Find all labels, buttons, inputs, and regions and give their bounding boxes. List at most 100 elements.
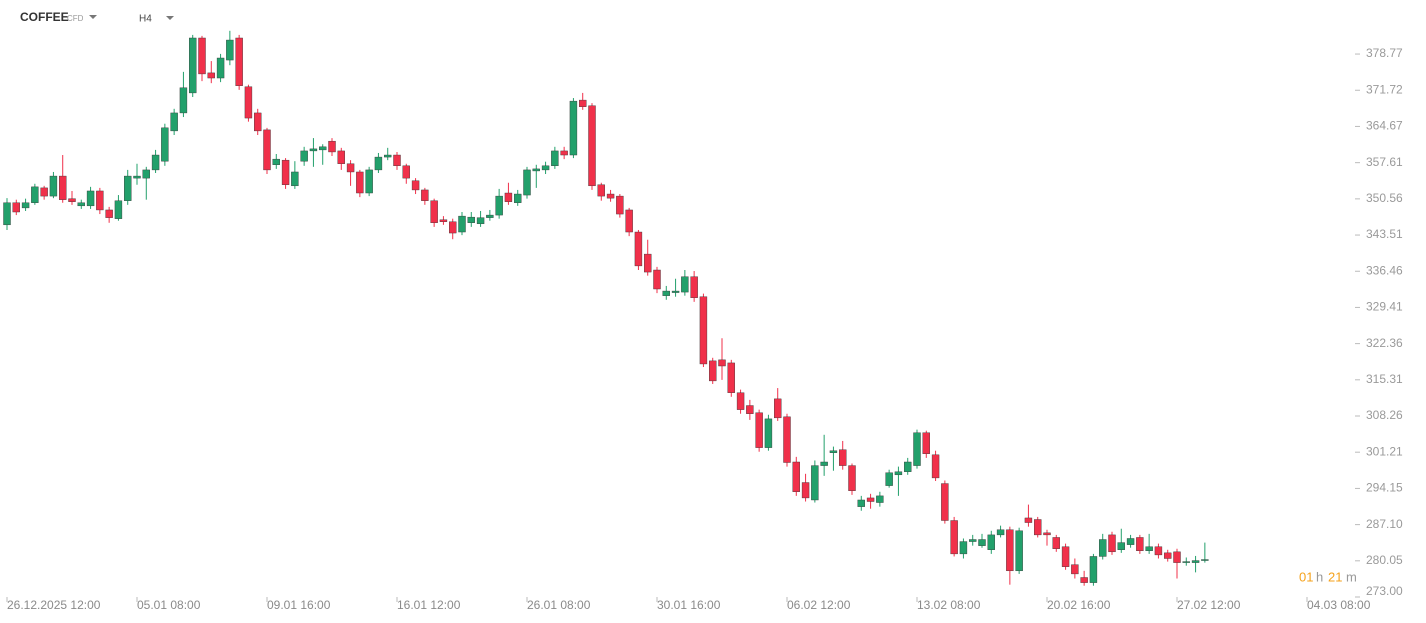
candle-body — [829, 450, 838, 453]
candle-body — [551, 150, 559, 167]
candle-body — [941, 483, 949, 521]
x-tick-label: 26.01 08:00 — [527, 598, 591, 612]
candle-body — [49, 175, 58, 197]
candle-body — [96, 190, 104, 211]
candle-body — [207, 72, 215, 79]
candle-body — [699, 296, 708, 365]
candle-body — [1061, 546, 1070, 567]
candle-body — [755, 412, 763, 448]
candle-body — [588, 105, 596, 187]
candle-body — [523, 169, 531, 196]
candle-body — [597, 184, 605, 197]
candle-body — [820, 461, 828, 466]
x-tick-label: 05.01 08:00 — [137, 598, 201, 612]
candle-body — [40, 187, 48, 197]
candle-body — [216, 57, 225, 79]
y-tick-label: 371.72 — [1366, 82, 1403, 96]
candle-body — [384, 154, 392, 158]
candle-body — [254, 112, 262, 132]
countdown-minutes-unit: m — [1346, 569, 1357, 584]
symbol-type: CFD — [67, 14, 84, 23]
candle-body — [514, 193, 522, 203]
candle-body — [291, 171, 299, 187]
candle-body — [894, 471, 903, 476]
candle-body — [736, 392, 745, 410]
candle-body — [411, 180, 420, 191]
candle-body — [1015, 530, 1023, 572]
y-tick-label: 315.31 — [1366, 372, 1403, 386]
candle-body — [337, 150, 345, 164]
y-tick-label: 294.15 — [1366, 481, 1403, 495]
candle-body — [560, 150, 568, 156]
countdown-hours-unit: h — [1316, 569, 1323, 584]
x-tick-label: 30.01 16:00 — [657, 598, 721, 612]
candle-body — [848, 465, 856, 491]
candle-body — [300, 150, 308, 162]
candle-body — [1201, 559, 1209, 561]
candle-body — [792, 461, 800, 492]
candle-body — [458, 215, 466, 233]
candle-body — [662, 290, 670, 296]
countdown-hours: 01 — [1299, 569, 1313, 584]
candle-body — [904, 461, 912, 472]
candle-body — [346, 163, 355, 173]
candle-body — [476, 217, 485, 225]
countdown: 01 h 21 m — [1299, 569, 1357, 584]
candle-body — [1099, 539, 1107, 557]
candle-body — [885, 472, 893, 486]
symbol[interactable]: COFFEE — [20, 10, 69, 24]
y-tick-label: 350.56 — [1366, 191, 1403, 205]
candle-body — [1052, 537, 1060, 549]
candle-body — [1126, 538, 1135, 545]
candle-body — [857, 499, 865, 507]
candle-body — [644, 253, 652, 273]
y-tick-label: 378.77 — [1366, 46, 1403, 60]
candle-body — [969, 539, 977, 542]
timeframe-dropdown[interactable] — [166, 16, 174, 20]
y-tick-label: 336.46 — [1366, 263, 1403, 277]
candle-body — [681, 276, 689, 293]
candle-body — [625, 209, 633, 233]
candle-body — [978, 539, 986, 546]
candle-body — [1136, 537, 1144, 552]
candle-body — [1080, 577, 1088, 583]
candle-body — [374, 156, 383, 171]
candle-body — [393, 154, 401, 167]
candle-body — [541, 165, 550, 171]
candle-body — [86, 190, 95, 207]
candle-body — [495, 195, 503, 216]
y-tick-label: 301.21 — [1366, 444, 1403, 458]
candle-body — [1164, 552, 1172, 559]
timeframe[interactable]: H4 — [139, 14, 152, 25]
candle-body — [486, 214, 494, 218]
candle-body — [402, 165, 410, 179]
y-tick-label: 308.26 — [1366, 408, 1403, 422]
candle-body — [634, 231, 643, 267]
candle-body — [198, 37, 206, 75]
candle-body — [430, 200, 438, 223]
x-tick-label: 27.02 12:00 — [1177, 598, 1241, 612]
candle-body — [922, 432, 930, 454]
candle-body — [931, 454, 940, 479]
candle-body — [959, 541, 968, 555]
candle-body — [579, 99, 587, 107]
y-tick-label: 357.61 — [1366, 155, 1403, 169]
symbol-dropdown[interactable] — [89, 15, 97, 19]
candle-body — [1043, 532, 1051, 536]
candle-body — [811, 465, 819, 501]
candle-body — [1089, 556, 1098, 583]
candle-body — [783, 416, 791, 463]
candle-body — [913, 432, 921, 466]
candle-body — [1006, 529, 1014, 572]
candle-body — [504, 192, 513, 202]
candle-body — [133, 175, 141, 179]
candle-body — [170, 112, 178, 132]
candle-body — [328, 140, 336, 153]
candle-body — [653, 269, 661, 290]
candle-body — [1191, 560, 1200, 563]
candle-body — [1154, 546, 1163, 556]
y-tick-label: 280.05 — [1366, 553, 1403, 567]
candle-body — [142, 169, 150, 179]
